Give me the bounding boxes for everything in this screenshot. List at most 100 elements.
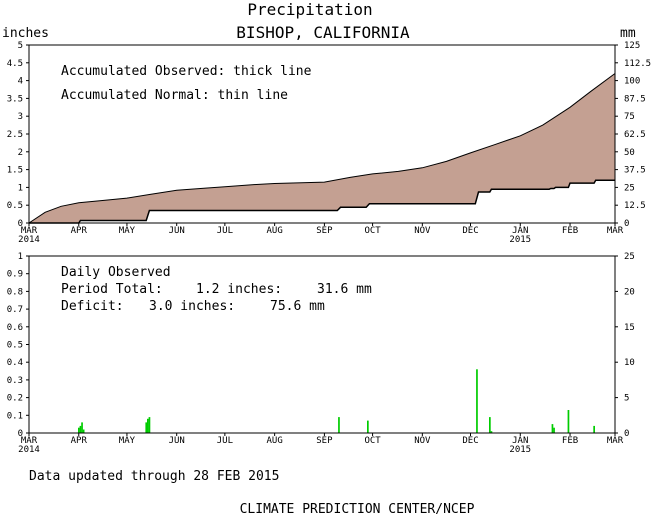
x-tick-label-month: DEC: [462, 226, 478, 236]
y-tick-label-inches: 2: [18, 148, 23, 158]
y-tick-label-mm: 5: [624, 394, 629, 404]
y-tick-label-mm: 25: [624, 183, 635, 193]
x-tick-label-month: APR: [71, 436, 88, 446]
x-tick-label-month: JUL: [217, 436, 233, 446]
x-tick-label-month: FEB: [562, 436, 578, 446]
observed-legend-note: Accumulated Observed: thick line: [61, 64, 312, 79]
y-tick-label-mm: 0: [624, 219, 629, 229]
y-tick-label-inches: 0: [18, 219, 23, 229]
x-tick-label-year: 2014: [18, 235, 40, 245]
y-tick-label-mm: 50: [624, 148, 635, 158]
x-tick-label-month: NOV: [414, 436, 431, 446]
accumulated-precipitation-chart: 00.511.522.533.544.55012.52537.55062.575…: [7, 41, 651, 245]
y-tick-label-inches: 0.2: [7, 394, 23, 404]
deficit-mm: 75.6 mm: [270, 299, 325, 314]
y-tick-label-inches: 0.3: [7, 376, 23, 386]
x-tick-label-month: MAR: [21, 226, 38, 236]
deficit-area: [29, 73, 615, 223]
x-tick-label-month: JUN: [169, 226, 185, 236]
daily-precipitation-bar: [82, 429, 85, 433]
x-tick-label-month: MAY: [119, 436, 136, 446]
x-tick-label-year: 2015: [509, 235, 531, 245]
x-tick-label-month: MAR: [21, 436, 38, 446]
daily-precipitation-bar: [490, 431, 493, 433]
x-tick-label-month: MAR: [607, 226, 624, 236]
station-name: BISHOP, CALIFORNIA: [236, 23, 410, 42]
figure-title: Precipitation: [247, 0, 372, 19]
y-tick-label-mm: 37.5: [624, 166, 646, 176]
y-tick-label-inches: 0.4: [7, 358, 23, 368]
daily-precipitation-bar: [147, 418, 149, 433]
y-tick-label-mm: 87.5: [624, 94, 646, 104]
y-tick-label-inches: 1: [18, 252, 23, 262]
right-unit-label: mm: [620, 26, 636, 41]
daily-precipitation-bar: [567, 410, 570, 433]
daily-precipitation-bar: [367, 420, 369, 433]
y-tick-label-inches: 3.5: [7, 94, 23, 104]
top-axes: 00.511.522.533.544.55012.52537.55062.575…: [7, 41, 651, 245]
daily-precipitation-bar: [553, 427, 555, 433]
x-tick-label-month: MAR: [607, 436, 624, 446]
y-tick-label-inches: 0.9: [7, 270, 23, 280]
y-tick-label-mm: 12.5: [624, 201, 646, 211]
x-tick-label-month: AUG: [267, 436, 283, 446]
y-tick-label-mm: 25: [624, 252, 635, 262]
daily-precipitation-bar: [148, 417, 151, 433]
daily-observed-heading: Daily Observed: [61, 265, 171, 280]
y-tick-label-inches: 0.5: [7, 201, 23, 211]
y-tick-label-inches: 1: [18, 183, 23, 193]
x-tick-label-month: JUL: [217, 226, 233, 236]
daily-precipitation-bar: [489, 417, 491, 433]
y-tick-label-mm: 75: [624, 112, 635, 122]
x-tick-label-month: OCT: [364, 436, 381, 446]
daily-precipitation-bar: [551, 424, 554, 433]
y-tick-label-mm: 125: [624, 41, 640, 51]
normal-legend-note: Accumulated Normal: thin line: [61, 88, 288, 103]
credit-line: CLIMATE PREDICTION CENTER/NCEP: [240, 502, 475, 517]
period-total-inches: 1.2 inches:: [196, 282, 282, 297]
bottom-axes: 00.10.20.30.40.50.60.70.80.910510152025M…: [7, 252, 635, 455]
deficit-inches: 3.0 inches:: [149, 299, 235, 314]
daily-precipitation-bar: [476, 369, 478, 433]
y-tick-label-inches: 0.7: [7, 305, 23, 315]
y-tick-label-inches: 0: [18, 429, 23, 439]
x-tick-label-month: SEP: [316, 226, 333, 236]
daily-bars: [78, 369, 595, 433]
x-tick-label-month: JAN: [512, 226, 528, 236]
period-total-label: Period Total:: [61, 282, 163, 297]
x-tick-label-month: SEP: [316, 436, 333, 446]
daily-precipitation-bar: [78, 427, 80, 433]
x-tick-label-month: JUN: [169, 436, 185, 446]
y-tick-label-inches: 4: [18, 77, 23, 87]
x-tick-label-month: NOV: [414, 226, 431, 236]
y-tick-label-mm: 0: [624, 429, 629, 439]
y-tick-label-inches: 3: [18, 112, 23, 122]
daily-precipitation-bar: [338, 417, 340, 433]
x-tick-label-year: 2014: [18, 445, 40, 455]
y-tick-label-mm: 15: [624, 323, 635, 333]
y-tick-label-mm: 10: [624, 358, 635, 368]
y-tick-label-inches: 5: [18, 41, 23, 51]
y-tick-label-mm: 112.5: [624, 59, 651, 69]
daily-precipitation-bar: [593, 425, 595, 433]
x-tick-label-year: 2015: [509, 445, 531, 455]
y-tick-label-inches: 0.1: [7, 411, 23, 421]
y-tick-label-mm: 100: [624, 77, 640, 87]
y-tick-label-inches: 4.5: [7, 59, 23, 69]
x-tick-label-month: OCT: [364, 226, 381, 236]
daily-precipitation-bar: [81, 422, 83, 433]
y-tick-label-mm: 20: [624, 287, 635, 297]
x-tick-label-month: FEB: [562, 226, 578, 236]
x-tick-label-month: APR: [71, 226, 88, 236]
deficit-label: Deficit:: [61, 299, 124, 314]
left-unit-label: inches: [2, 26, 49, 41]
period-total-mm: 31.6 mm: [317, 282, 372, 297]
data-updated-note: Data updated through 28 FEB 2015: [29, 469, 279, 484]
y-tick-label-mm: 62.5: [624, 130, 646, 140]
y-tick-label-inches: 0.8: [7, 287, 23, 297]
y-tick-label-inches: 0.6: [7, 323, 23, 333]
accumulated-observed-line: [29, 179, 615, 224]
x-tick-label-month: JAN: [512, 436, 528, 446]
accumulated-normal-line: [28, 73, 616, 224]
